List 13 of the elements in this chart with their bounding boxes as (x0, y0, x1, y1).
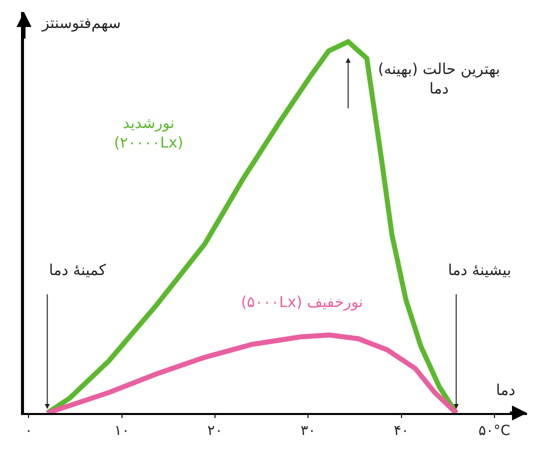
x-tick-label: ۴۰ (394, 422, 409, 439)
x-tick-label: ۰ (24, 422, 32, 439)
x-tick-label: ۱۰ (114, 422, 130, 439)
y-axis-title: سهم‌فتوسنتز (41, 14, 121, 32)
annotation: بیشینهٔ دما (448, 261, 512, 279)
series-label: (۵۰۰۰Lx) نورخفیف (241, 293, 364, 311)
x-tick-label: ۲۰ (207, 422, 222, 439)
x-axis-title: دما (496, 381, 516, 399)
x-tick-label: ۵۰°C (478, 422, 511, 439)
x-tick-label: ۳۰ (300, 422, 316, 439)
text: نورشدید (۲۰۰۰۰Lx) (114, 114, 184, 152)
annotation: بهترین حالت (بهینه) دما (378, 60, 500, 98)
annotation: کمینهٔ دما (49, 261, 107, 279)
